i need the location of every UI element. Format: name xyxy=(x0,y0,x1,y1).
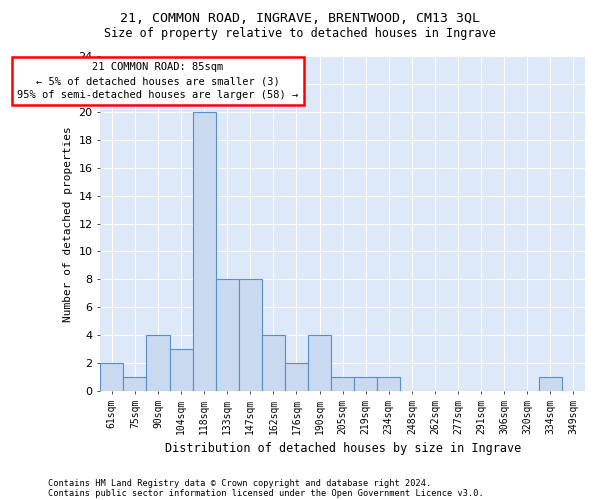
Bar xyxy=(124,377,146,391)
Bar xyxy=(285,363,308,391)
Bar xyxy=(377,377,400,391)
Bar xyxy=(170,349,193,391)
Text: Contains HM Land Registry data © Crown copyright and database right 2024.: Contains HM Land Registry data © Crown c… xyxy=(48,478,431,488)
Bar xyxy=(193,112,215,391)
Bar xyxy=(100,363,124,391)
Bar xyxy=(262,335,285,391)
Bar xyxy=(308,335,331,391)
Bar xyxy=(539,377,562,391)
Text: 21, COMMON ROAD, INGRAVE, BRENTWOOD, CM13 3QL: 21, COMMON ROAD, INGRAVE, BRENTWOOD, CM1… xyxy=(120,12,480,26)
Text: Contains public sector information licensed under the Open Government Licence v3: Contains public sector information licen… xyxy=(48,488,484,498)
Text: 21 COMMON ROAD: 85sqm
← 5% of detached houses are smaller (3)
95% of semi-detach: 21 COMMON ROAD: 85sqm ← 5% of detached h… xyxy=(17,62,299,100)
Bar xyxy=(331,377,354,391)
Text: Size of property relative to detached houses in Ingrave: Size of property relative to detached ho… xyxy=(104,28,496,40)
X-axis label: Distribution of detached houses by size in Ingrave: Distribution of detached houses by size … xyxy=(164,442,521,455)
Bar xyxy=(239,280,262,391)
Bar xyxy=(215,280,239,391)
Bar xyxy=(146,335,170,391)
Y-axis label: Number of detached properties: Number of detached properties xyxy=(63,126,73,322)
Bar xyxy=(354,377,377,391)
